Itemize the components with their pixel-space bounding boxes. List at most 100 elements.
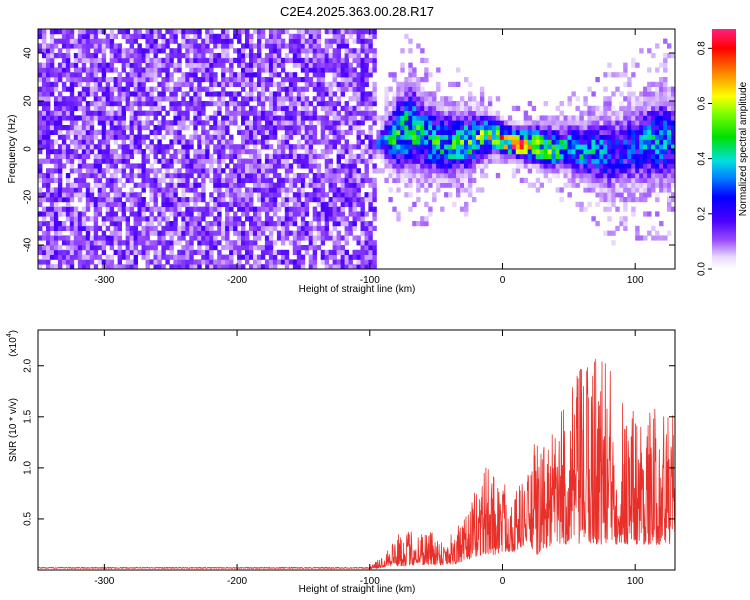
spectrogram-cell	[284, 216, 290, 222]
spectrogram-cell	[169, 153, 174, 159]
spectrogram-cell	[436, 101, 441, 107]
spectrogram-cell	[667, 43, 672, 49]
spectrogram-cell	[169, 225, 174, 231]
spectrogram-cell	[193, 264, 198, 269]
spectrogram-cell	[153, 86, 158, 92]
spectrogram-cell	[169, 101, 174, 107]
spectrogram-cell	[61, 192, 67, 198]
spectrogram-cell	[225, 120, 230, 126]
spectrogram-cell	[169, 57, 174, 63]
spectrogram-cell	[587, 129, 592, 135]
spectrogram-cell	[567, 144, 572, 150]
spectrogram-cell	[109, 125, 115, 131]
spectrogram-cell	[651, 129, 656, 135]
spectrogram-cell	[511, 120, 517, 126]
spectrogram-cell	[404, 33, 409, 39]
spectrogram-cell	[400, 120, 405, 126]
spectrogram-cell	[185, 139, 190, 145]
spectrogram-cell	[643, 235, 648, 241]
spectrogram-cell	[424, 72, 429, 78]
spectrogram-cell	[539, 115, 544, 121]
spectrogram-cell	[145, 158, 150, 164]
spectrogram-cell	[559, 120, 564, 126]
spectrogram-cell	[217, 129, 222, 135]
spectrogram-cell	[296, 43, 302, 49]
spectrogram-cell	[173, 139, 178, 145]
spectrogram-cell	[157, 62, 162, 68]
spectrogram-cell	[352, 57, 357, 63]
spectrogram-cell	[129, 206, 134, 212]
spectrogram-cell	[607, 149, 612, 155]
spectrogram-cell	[448, 134, 453, 140]
spectrogram-cell	[189, 163, 194, 169]
spectrogram-cell	[651, 225, 656, 231]
spectrogram-cell	[448, 101, 453, 107]
spectrogram-cell	[161, 201, 166, 207]
spectrogram-cell	[85, 134, 91, 140]
spectrogram-cell	[253, 158, 258, 164]
spectrogram-cell	[81, 221, 87, 227]
spectrogram-cell	[400, 86, 405, 92]
spectrogram-cell	[89, 72, 95, 78]
spectrogram-cell	[185, 254, 190, 260]
spectrogram-cell	[42, 254, 47, 260]
spectrogram-cell	[587, 120, 592, 126]
spectrogram-cell	[316, 163, 322, 169]
spectrogram-cell	[340, 168, 345, 174]
spectrogram-cell	[201, 57, 206, 63]
spectrogram-cell	[113, 264, 118, 269]
spectrogram-cell	[328, 53, 333, 59]
spectrogram-cell	[619, 115, 624, 121]
spectrogram-cell	[141, 91, 146, 97]
spectrogram-cell	[133, 33, 138, 39]
spectrogram-cell	[635, 153, 640, 159]
spectrogram-cell	[121, 110, 126, 116]
spectrogram-cell	[364, 245, 369, 251]
spectrogram-cell	[412, 81, 417, 87]
spectrogram-cell	[77, 115, 83, 121]
spectrogram-cell	[452, 105, 457, 111]
spectrogram-cell	[300, 96, 306, 102]
spectrogram-cell	[209, 134, 214, 140]
spectrogram-cell	[133, 134, 138, 140]
spectrogram-cell	[392, 115, 397, 121]
spectrogram-cell	[201, 197, 206, 203]
spectrogram-cell	[69, 221, 75, 227]
spectrogram-cell	[264, 77, 270, 83]
spectrogram-cell	[360, 110, 365, 116]
spectrogram-cell	[276, 125, 282, 131]
spectrogram-cell	[249, 43, 254, 49]
spectrogram-cell	[400, 105, 405, 111]
spectrogram-cell	[655, 139, 660, 145]
spectrogram-cell	[372, 254, 377, 260]
spectrogram-cell	[296, 201, 302, 207]
spectrogram-cell	[316, 173, 322, 179]
spectrogram-cell	[89, 110, 95, 116]
spectrogram-cell	[340, 91, 345, 97]
spectrogram-cell	[193, 197, 198, 203]
spectrogram-cell	[157, 101, 162, 107]
spectrogram-cell	[464, 173, 469, 179]
spectrogram-cell	[237, 38, 242, 44]
spectrogram-cell	[46, 245, 51, 251]
spectrogram-cell	[444, 96, 449, 102]
spectrogram-cell	[304, 77, 310, 83]
spectrogram-cell	[651, 235, 656, 241]
spectrogram-cell	[507, 134, 513, 140]
spectrogram-cell	[416, 197, 421, 203]
spectrogram-cell	[185, 221, 190, 227]
spectrogram-cell	[57, 187, 63, 193]
spectrogram-cell	[428, 158, 433, 164]
spectrogram-cell	[392, 134, 397, 140]
spectrogram-cell	[304, 139, 310, 145]
spectrogram-cell	[93, 67, 99, 73]
spectrogram-cell	[38, 115, 43, 121]
spectrogram-cell	[121, 254, 126, 260]
spectrogram-cell	[69, 86, 75, 92]
spectrogram-cell	[543, 158, 548, 164]
spectrogram-cell	[165, 67, 170, 73]
spectrogram-cell	[145, 177, 150, 183]
spectrogram-cell	[651, 187, 656, 193]
spectrogram-cell	[651, 115, 656, 121]
spectrogram-cell	[193, 187, 198, 193]
